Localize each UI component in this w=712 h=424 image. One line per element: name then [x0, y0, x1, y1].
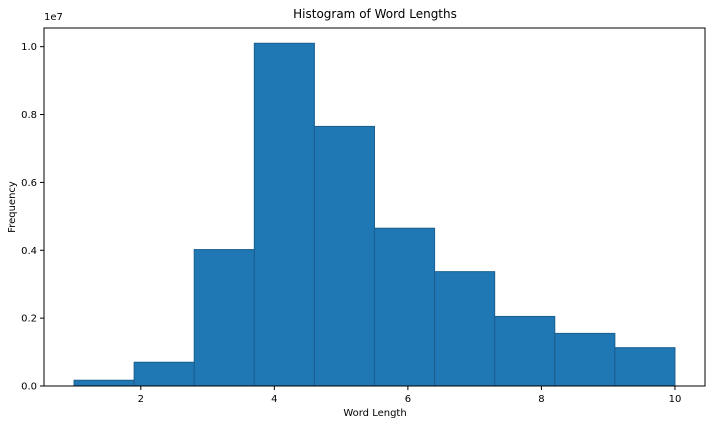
- y-axis-offset-label: 1e7: [44, 12, 63, 23]
- histogram-bar-8: [494, 315, 556, 387]
- y-tick-label: 0.0: [21, 382, 37, 393]
- histogram-bar-1: [73, 379, 135, 387]
- y-axis-label: Frequency: [7, 181, 18, 233]
- y-axis-ticks: 0.0 0.2 0.4 0.6 0.8 1.0: [21, 42, 44, 393]
- bars-group: [73, 42, 676, 387]
- y-tick-label: 1.0: [21, 42, 37, 53]
- x-axis-ticks: 2 4 6 8 10: [138, 386, 682, 405]
- histogram-bar-7: [434, 271, 496, 387]
- histogram-bar-4: [253, 42, 315, 387]
- y-tick-label: 0.8: [21, 110, 37, 121]
- x-tick-label: 10: [669, 394, 682, 405]
- chart-title: Histogram of Word Lengths: [293, 7, 457, 21]
- plot-area-frame: [43, 27, 706, 387]
- y-tick-label: 0.2: [21, 314, 37, 325]
- histogram-bar-3: [193, 249, 255, 387]
- histogram-bar-2: [133, 361, 195, 387]
- histogram-bar-9: [554, 332, 616, 387]
- y-tick-label: 0.4: [21, 246, 37, 257]
- histogram-bar-10: [614, 347, 676, 387]
- x-tick-label: 4: [271, 394, 277, 405]
- x-tick-label: 6: [405, 394, 411, 405]
- histogram-bar-5: [313, 125, 375, 387]
- histogram-bar-6: [374, 227, 436, 387]
- x-tick-label: 2: [138, 394, 144, 405]
- x-axis-label: Word Length: [343, 408, 406, 419]
- y-tick-label: 0.6: [21, 178, 37, 189]
- x-tick-label: 8: [538, 394, 544, 405]
